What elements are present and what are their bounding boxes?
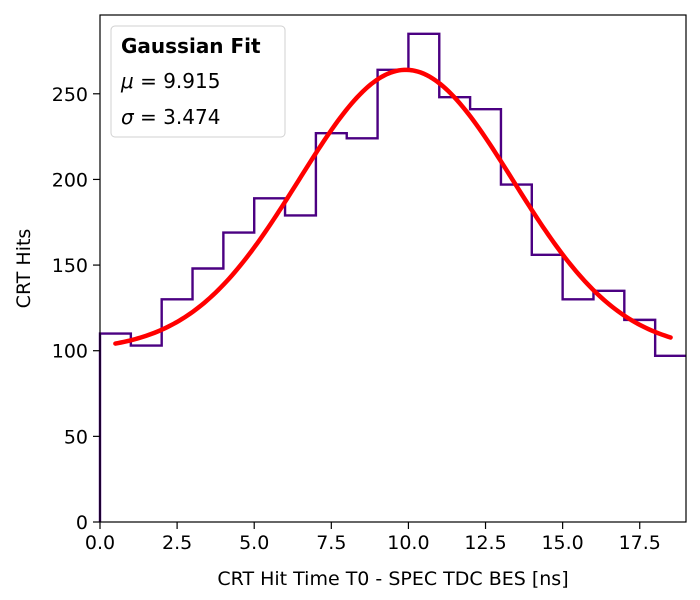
histogram-bin: [254, 198, 285, 522]
histogram-bin: [347, 138, 378, 522]
y-tick-label: 250: [52, 84, 88, 106]
x-tick-label: 10.0: [387, 532, 429, 554]
y-tick-label: 0: [76, 512, 88, 534]
x-tick-label: 12.5: [464, 532, 506, 554]
x-axis-ticks: 0.0 2.5 5.0 7.5 10.0 12.5 15.0 17.5: [85, 522, 661, 554]
legend-mu-value: = 9.915: [134, 69, 221, 93]
histogram-bin: [162, 299, 193, 522]
legend-box: [110, 25, 286, 138]
x-tick-label: 5.0: [239, 532, 269, 554]
x-tick-label: 2.5: [162, 532, 192, 554]
y-axis-ticks: 0 50 100 150 200 250: [52, 84, 100, 534]
legend-mu-symbol: μ: [120, 69, 134, 93]
histogram-bin: [563, 299, 594, 522]
histogram-bin: [470, 109, 501, 522]
legend: Gaussian Fit μ = 9.915 σ = 3.474: [110, 25, 286, 138]
histogram-bin: [131, 346, 162, 522]
x-tick-label: 17.5: [619, 532, 661, 554]
x-tick-label: 0.0: [85, 532, 115, 554]
histogram-bin: [408, 34, 439, 522]
histogram-bin: [532, 255, 563, 522]
y-axis-label: CRT Hits: [13, 229, 35, 309]
histogram-bin: [624, 320, 655, 522]
legend-title: Gaussian Fit: [121, 34, 261, 58]
gaussian-fit-curve: [113, 67, 673, 346]
y-tick-label: 200: [52, 169, 88, 191]
y-tick-label: 100: [52, 341, 88, 363]
legend-sigma: σ = 3.474: [121, 105, 220, 129]
y-tick-label: 150: [52, 255, 88, 277]
histogram-bin: [655, 356, 686, 522]
histogram-bin: [223, 233, 254, 522]
histogram-bin: [100, 334, 131, 522]
y-tick-label: 50: [64, 426, 88, 448]
plot-frame: [99, 14, 687, 523]
x-tick-label: 7.5: [316, 532, 346, 554]
histogram-bin: [316, 133, 347, 522]
legend-sigma-value: = 3.474: [134, 105, 221, 129]
histogram-layer: [98, 32, 686, 522]
histogram-bin: [593, 291, 624, 522]
fit-layer: [113, 67, 673, 346]
histogram-bin: [501, 185, 532, 522]
legend-sigma-symbol: σ: [121, 105, 135, 129]
x-tick-label: 15.0: [541, 532, 583, 554]
histogram-bin: [378, 70, 409, 522]
histogram-bin: [439, 97, 470, 522]
histogram-outline: [98, 32, 686, 522]
legend-mu: μ = 9.915: [120, 69, 220, 93]
x-axis-label: CRT Hit Time T0 - SPEC TDC BES [ns]: [217, 568, 568, 590]
histogram-bin: [285, 215, 316, 522]
